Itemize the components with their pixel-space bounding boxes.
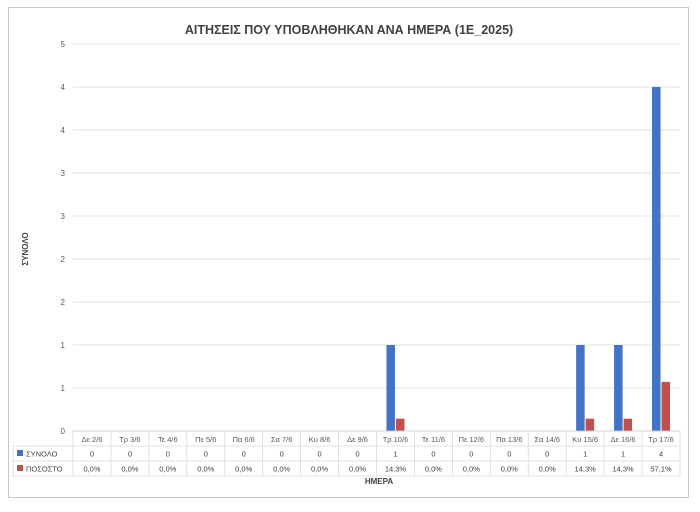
y-tick-label: 3 <box>61 169 66 178</box>
x-tick-label: Σα 7/6 <box>271 435 292 444</box>
x-tick-label: Δε 9/6 <box>347 435 368 444</box>
bar-pososto <box>623 418 633 431</box>
bar-synolo <box>614 345 623 431</box>
x-tick-label: Τρ 3/6 <box>119 435 140 444</box>
data-label: 4 <box>659 450 663 459</box>
bar-pososto <box>661 381 671 431</box>
x-tick-label: Πε 12/6 <box>459 435 484 444</box>
y-tick-label: 0 <box>61 427 66 436</box>
data-label: 0 <box>545 450 549 459</box>
bar-pososto <box>585 418 595 431</box>
data-label: 0 <box>280 450 284 459</box>
data-label: 0,0% <box>539 465 556 474</box>
bar-synolo <box>652 87 661 431</box>
data-label: 0 <box>355 450 359 459</box>
data-label: 14,3% <box>385 465 407 474</box>
bar-synolo <box>576 345 585 431</box>
legend-swatch <box>17 450 23 456</box>
data-label: 0,0% <box>159 465 176 474</box>
data-label: 1 <box>583 450 587 459</box>
x-tick-label: Σα 14/6 <box>534 435 560 444</box>
data-label: 0,0% <box>349 465 366 474</box>
data-label: 0,0% <box>235 465 252 474</box>
legend-label: ΣΥΝΟΛΟ <box>26 450 58 459</box>
bar-pososto <box>395 418 405 431</box>
x-tick-label: Κυ 15/6 <box>572 435 598 444</box>
bar-synolo <box>386 345 395 431</box>
data-label: 0 <box>469 450 473 459</box>
plot-area <box>386 87 671 431</box>
y-tick-label: 4 <box>61 126 66 135</box>
data-label: 14,3% <box>575 465 597 474</box>
data-label: 0 <box>507 450 511 459</box>
x-tick-label: Δε 16/6 <box>611 435 636 444</box>
data-label: 0,0% <box>273 465 290 474</box>
chart: ΑΙΤΗΣΕΙΣ ΠΟΥ ΥΠΟΒΛΗΘΗΚΑΝ ΑΝΑ ΗΜΕΡΑ (1Ε_2… <box>12 23 681 486</box>
legend-swatch <box>17 465 23 471</box>
data-label: 14,3% <box>612 465 634 474</box>
legend-label: ΠΟΣΟΣΤΟ <box>26 465 63 474</box>
x-tick-label: Τρ 17/6 <box>648 435 674 444</box>
data-label: 0,0% <box>501 465 518 474</box>
x-tick-label: Κυ 8/6 <box>309 435 331 444</box>
data-label: 0,0% <box>425 465 442 474</box>
x-tick-label: Δε 2/6 <box>82 435 103 444</box>
data-label: 0 <box>128 450 132 459</box>
chart-title: ΑΙΤΗΣΕΙΣ ΠΟΥ ΥΠΟΒΛΗΘΗΚΑΝ ΑΝΑ ΗΜΕΡΑ (1Ε_2… <box>185 23 513 37</box>
data-label: 0 <box>242 450 246 459</box>
x-tick-label: Πα 6/6 <box>233 435 255 444</box>
data-label: 0,0% <box>463 465 480 474</box>
data-label: 1 <box>621 450 625 459</box>
chart-frame: ΑΙΤΗΣΕΙΣ ΠΟΥ ΥΠΟΒΛΗΘΗΚΑΝ ΑΝΑ ΗΜΕΡΑ (1Ε_2… <box>8 7 689 498</box>
data-label: 0 <box>204 450 208 459</box>
x-tick-label: Πε 5/6 <box>195 435 216 444</box>
y-tick-label: 2 <box>61 255 66 264</box>
data-label: 0 <box>431 450 435 459</box>
data-label: 0,0% <box>197 465 214 474</box>
gridlines <box>73 43 680 432</box>
data-label: 0 <box>90 450 94 459</box>
y-tick-label: 4 <box>61 83 66 92</box>
x-tick-label: Πα 13/6 <box>496 435 522 444</box>
data-table: Δε 2/6 Τρ 3/6 Τε 4/6 Πε 5/6 Πα 6/6 Σα 7/6 Κυ 8… <box>12 430 681 477</box>
x-tick-label: Τε 11/6 <box>422 435 445 444</box>
data-label: 0 <box>166 450 170 459</box>
data-label: 0,0% <box>83 465 100 474</box>
data-label: 1 <box>393 450 397 459</box>
y-tick-label: 3 <box>61 212 66 221</box>
y-tick-label: 1 <box>61 341 66 350</box>
y-tick-label: 5 <box>61 40 66 49</box>
data-label: 0,0% <box>121 465 138 474</box>
x-tick-label: Τρ 10/6 <box>383 435 409 444</box>
data-label: 0,0% <box>311 465 328 474</box>
y-tick-label: 1 <box>61 384 66 393</box>
y-axis: 0 1 1 2 2 3 3 4 4 5 <box>61 40 66 436</box>
x-axis-label: ΗΜΕΡΑ <box>365 477 394 486</box>
x-tick-label: Τε 4/6 <box>158 435 178 444</box>
data-label: 57,1% <box>650 465 672 474</box>
data-label: 0 <box>318 450 322 459</box>
y-tick-label: 2 <box>61 298 66 307</box>
y-axis-label: ΣΥΝΟΛΟ <box>21 232 30 265</box>
